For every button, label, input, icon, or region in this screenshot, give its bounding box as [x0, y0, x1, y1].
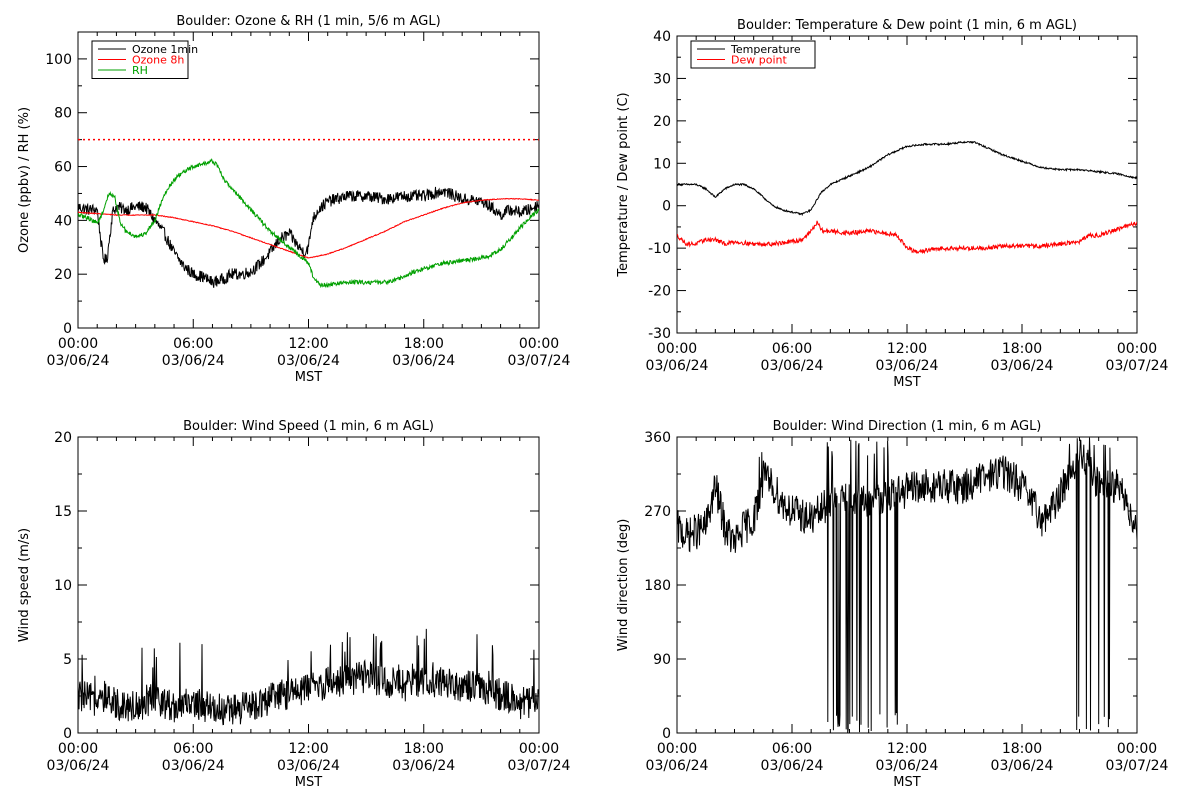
y-tick-label: 20 — [653, 114, 671, 130]
legend-label: Dew point — [731, 54, 787, 67]
y-tick-label: 0 — [662, 199, 671, 215]
y-tick-label: 90 — [653, 652, 671, 668]
x-tick-time-label: 00:00 — [58, 336, 98, 352]
chart-title: Boulder: Wind Speed (1 min, 6 m AGL) — [183, 419, 434, 434]
y-axis-label: Wind direction (deg) — [616, 519, 631, 652]
y-tick-label: 360 — [644, 430, 671, 446]
x-tick-date-label: 03/06/24 — [277, 353, 340, 369]
x-tick-time-label: 00:00 — [1117, 741, 1157, 757]
y-tick-label: -30 — [648, 326, 671, 342]
x-tick-time-label: 12:00 — [887, 341, 927, 357]
series-line-1 — [78, 628, 539, 726]
x-axis-label: MST — [893, 775, 920, 790]
y-tick-label: 15 — [54, 504, 72, 520]
x-tick-time-label: 00:00 — [519, 336, 559, 352]
x-tick-date-label: 03/06/24 — [761, 358, 824, 374]
x-tick-date-label: 03/07/24 — [1106, 358, 1169, 374]
series-line-2 — [677, 220, 1137, 255]
y-tick-label: 0 — [63, 321, 72, 337]
y-tick-label: 0 — [662, 726, 671, 742]
x-axis-label: MST — [295, 370, 322, 385]
x-tick-time-label: 12:00 — [288, 336, 328, 352]
x-tick-date-label: 03/06/24 — [991, 758, 1054, 774]
x-tick-date-label: 03/07/24 — [1106, 758, 1169, 774]
series-line-1 — [677, 437, 1137, 733]
y-tick-label: 0 — [63, 726, 72, 742]
y-tick-label: 10 — [54, 578, 72, 594]
x-tick-date-label: 03/07/24 — [508, 758, 571, 774]
x-tick-date-label: 03/06/24 — [761, 758, 824, 774]
x-tick-time-label: 00:00 — [1117, 341, 1157, 357]
series-line-3 — [78, 158, 539, 289]
x-tick-date-label: 03/06/24 — [876, 758, 939, 774]
x-tick-date-label: 03/06/24 — [646, 358, 709, 374]
legend-label: RH — [132, 64, 148, 77]
x-tick-date-label: 03/06/24 — [47, 758, 110, 774]
x-tick-time-label: 06:00 — [173, 336, 213, 352]
x-tick-time-label: 00:00 — [58, 741, 98, 757]
legend-label: Temperature — [730, 43, 801, 56]
chart-title: Boulder: Ozone & RH (1 min, 5/6 m AGL) — [176, 14, 440, 29]
x-tick-date-label: 03/06/24 — [162, 758, 225, 774]
y-tick-label: 30 — [653, 71, 671, 87]
y-tick-label: 10 — [653, 156, 671, 172]
series-line-1 — [78, 186, 539, 288]
chart-title: Boulder: Wind Direction (1 min, 6 m AGL) — [773, 419, 1042, 434]
y-tick-label: 60 — [54, 160, 72, 176]
x-tick-date-label: 03/07/24 — [508, 353, 571, 369]
y-tick-label: 40 — [54, 213, 72, 229]
series-line-2 — [78, 197, 539, 259]
y-axis-label: Ozone (ppbv) / RH (%) — [17, 107, 32, 253]
chart-panel-1: Boulder: Ozone & RH (1 min, 5/6 m AGL) Oz… — [17, 14, 571, 385]
x-tick-date-label: 03/06/24 — [162, 353, 225, 369]
x-tick-time-label: 12:00 — [288, 741, 328, 757]
x-axis-label: MST — [893, 375, 920, 390]
legend-label: Ozone 1min — [132, 43, 198, 56]
x-tick-date-label: 03/06/24 — [47, 353, 110, 369]
y-tick-label: 80 — [54, 106, 72, 122]
series-line-1 — [677, 140, 1137, 217]
chart-panel-3: Boulder: Wind Speed (1 min, 6 m AGL) Wind… — [17, 419, 571, 790]
x-tick-date-label: 03/06/24 — [646, 758, 709, 774]
y-axis-label: Wind speed (m/s) — [17, 528, 32, 642]
chart-title: Boulder: Temperature & Dew point (1 min,… — [737, 18, 1077, 33]
x-tick-date-label: 03/06/24 — [392, 353, 455, 369]
x-tick-date-label: 03/06/24 — [277, 758, 340, 774]
x-tick-date-label: 03/06/24 — [392, 758, 455, 774]
y-tick-label: 40 — [653, 29, 671, 45]
x-axis-label: MST — [295, 775, 322, 790]
y-axis-label: Temperature / Dew point (C) — [616, 92, 631, 277]
y-tick-label: 20 — [54, 430, 72, 446]
y-tick-label: 100 — [45, 52, 72, 68]
x-tick-time-label: 00:00 — [519, 741, 559, 757]
x-tick-time-label: 00:00 — [657, 341, 697, 357]
x-tick-time-label: 06:00 — [173, 741, 213, 757]
y-tick-label: -10 — [648, 241, 671, 257]
x-tick-date-label: 03/06/24 — [991, 358, 1054, 374]
y-tick-label: 5 — [63, 652, 72, 668]
y-tick-label: -20 — [648, 284, 671, 300]
chart-panel-2: Boulder: Temperature & Dew point (1 min,… — [616, 18, 1169, 390]
x-tick-time-label: 18:00 — [1002, 341, 1042, 357]
legend-box — [690, 40, 816, 69]
x-tick-time-label: 00:00 — [657, 741, 697, 757]
x-tick-time-label: 06:00 — [772, 741, 812, 757]
x-tick-time-label: 18:00 — [1002, 741, 1042, 757]
y-tick-label: 270 — [644, 504, 671, 520]
legend-label: Ozone 8h — [132, 54, 184, 67]
x-tick-time-label: 18:00 — [404, 336, 444, 352]
chart-panel-4: Boulder: Wind Direction (1 min, 6 m AGL)… — [616, 419, 1169, 790]
x-tick-time-label: 18:00 — [404, 741, 444, 757]
x-tick-date-label: 03/06/24 — [876, 358, 939, 374]
y-tick-label: 180 — [644, 578, 671, 594]
y-tick-label: 20 — [54, 267, 72, 283]
x-tick-time-label: 06:00 — [772, 341, 812, 357]
x-tick-time-label: 12:00 — [887, 741, 927, 757]
